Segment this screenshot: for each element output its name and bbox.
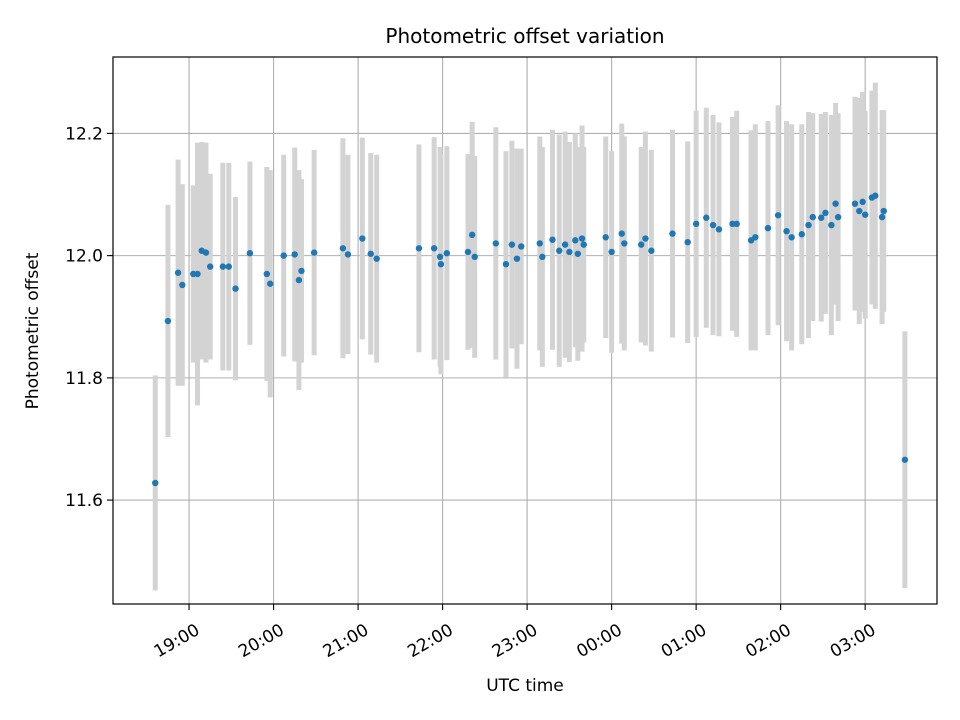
data-point (437, 260, 445, 268)
data-point (703, 214, 710, 221)
data-points (152, 192, 909, 487)
data-point (880, 207, 887, 215)
data-point (152, 479, 159, 487)
data-point (471, 253, 478, 261)
data-point (642, 235, 649, 242)
data-point (508, 241, 516, 248)
data-point (513, 255, 521, 262)
data-point (280, 252, 287, 259)
data-point (219, 263, 227, 270)
data-point (468, 231, 476, 239)
data-point (618, 230, 625, 237)
data-point (310, 249, 318, 256)
data-point (684, 238, 691, 246)
data-point (809, 213, 816, 221)
data-point (492, 240, 500, 247)
data-point (859, 198, 866, 206)
data-point (783, 227, 790, 235)
data-point (774, 212, 782, 219)
data-point (621, 240, 628, 247)
data-point (692, 220, 700, 228)
y-tick-label: 11.8 (65, 369, 103, 389)
data-point (539, 253, 546, 261)
y-tick-label: 11.6 (65, 491, 103, 511)
data-point (638, 241, 645, 248)
data-point (566, 248, 573, 256)
data-point (733, 220, 740, 228)
data-point (359, 235, 366, 242)
data-point (580, 241, 587, 248)
data-point (443, 249, 451, 257)
data-point (430, 245, 438, 252)
data-point (572, 237, 579, 244)
data-point (194, 270, 201, 278)
data-point (536, 240, 543, 247)
data-point (436, 253, 444, 261)
plot-frame (112, 56, 938, 605)
data-point (752, 234, 759, 241)
data-point (344, 251, 352, 258)
data-point (517, 243, 525, 250)
data-point (295, 276, 303, 284)
y-axis-ticks: 11.6 11.8 12.0 12.2 (65, 124, 113, 511)
data-point (851, 200, 859, 207)
data-point (266, 280, 274, 287)
data-point (373, 255, 380, 262)
y-tick-label: 12.2 (65, 124, 103, 144)
data-point (834, 213, 842, 221)
data-point (179, 281, 186, 289)
data-point (202, 249, 210, 256)
data-point (608, 248, 615, 256)
data-point (246, 249, 254, 257)
data-point (715, 226, 723, 233)
data-point (805, 221, 812, 229)
data-point (872, 192, 879, 199)
data-point (878, 213, 886, 221)
data-point (502, 260, 510, 268)
data-point (549, 236, 556, 243)
data-point (602, 234, 609, 241)
data-point (225, 263, 232, 270)
data-point (298, 267, 305, 275)
data-point (367, 250, 374, 257)
data-point (901, 456, 909, 463)
data-point (832, 200, 839, 207)
x-axis-label: UTC time (486, 676, 564, 696)
data-point (561, 241, 569, 248)
data-point (206, 263, 214, 270)
data-point (648, 247, 655, 254)
data-point (578, 235, 586, 242)
data-point (291, 251, 298, 258)
data-point (174, 269, 182, 276)
data-point (828, 221, 835, 229)
y-tick-label: 12.0 (65, 247, 103, 267)
data-point (709, 221, 717, 229)
data-point (464, 248, 472, 256)
data-point (764, 224, 772, 232)
chart-title: Photometric offset variation (385, 24, 664, 48)
data-point (164, 317, 172, 325)
data-point (556, 247, 563, 254)
data-point (798, 231, 805, 238)
data-point (669, 230, 676, 237)
data-point (339, 245, 347, 252)
data-point (788, 234, 795, 241)
data-point (415, 245, 423, 252)
data-point (822, 209, 829, 217)
data-point (856, 207, 863, 215)
data-point (861, 211, 869, 218)
data-point (232, 285, 239, 292)
data-point (574, 250, 582, 257)
y-axis-label: Photometric offset (23, 252, 43, 409)
data-point (263, 270, 271, 278)
data-point (818, 214, 825, 221)
